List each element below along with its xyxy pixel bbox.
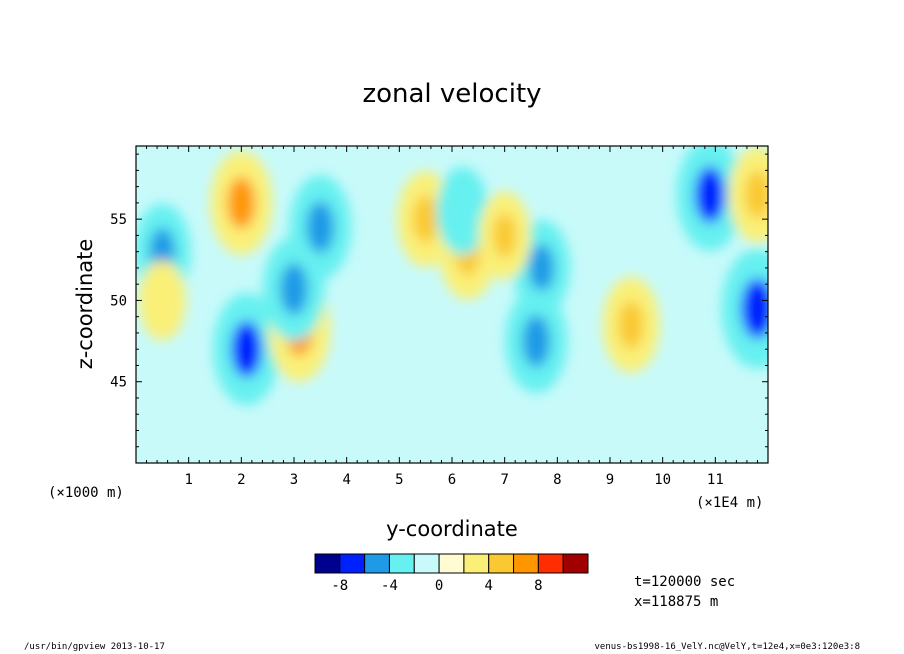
feature-core xyxy=(522,315,551,368)
colorbar-label: -8 xyxy=(331,578,348,594)
feature-core xyxy=(227,176,256,229)
x-tick-label: 4 xyxy=(342,472,350,488)
colorbar-swatch xyxy=(413,553,440,574)
x-axis-label: y-coordinate xyxy=(386,517,518,541)
feature-core xyxy=(694,166,726,223)
x-tick-label: 2 xyxy=(237,472,245,488)
x-tick-label: 1 xyxy=(184,472,192,488)
colorbar-swatch xyxy=(537,553,564,574)
footer-right: venus-bs1998-16_VelY.nc@VelY,t=12e4,x=0e… xyxy=(594,642,860,652)
x-tick-label: 5 xyxy=(395,472,403,488)
y-unit-note: (×1000 m) xyxy=(48,485,124,501)
feature-core xyxy=(741,278,768,339)
colorbar-swatch xyxy=(314,553,341,574)
feature-core xyxy=(306,201,335,254)
feature-core xyxy=(151,280,173,321)
x-tick-label: 6 xyxy=(448,472,456,488)
colorbar-swatch xyxy=(339,553,366,574)
x-unit-note: (×1E4 m) xyxy=(696,495,763,511)
heatmap-field xyxy=(136,146,768,463)
feature-core xyxy=(412,195,439,244)
feature-core xyxy=(450,189,475,234)
x-tick-label: 9 xyxy=(606,472,614,488)
feature-core xyxy=(280,263,308,316)
feature-core xyxy=(618,300,644,349)
y-axis: 45 50 55 xyxy=(110,153,768,464)
colorbar-swatch xyxy=(463,553,490,574)
colorbar-label: -4 xyxy=(381,578,398,594)
footer-left: /usr/bin/gpview 2013-10-17 xyxy=(24,642,165,652)
feature-core xyxy=(744,170,768,219)
feature-core xyxy=(492,213,517,258)
x-tick-label: 11 xyxy=(707,472,724,488)
colorbar-swatch xyxy=(438,553,465,574)
x-tick-label: 8 xyxy=(553,472,561,488)
y-tick-label: 50 xyxy=(110,293,127,309)
feature-core xyxy=(231,321,262,378)
colorbar-swatch xyxy=(364,553,390,574)
features-layer xyxy=(136,146,768,406)
position-info: x=118875 m xyxy=(634,594,719,610)
colorbar-label: 8 xyxy=(534,578,542,594)
chart-title: zonal velocity xyxy=(362,79,541,109)
x-axis: 1 2 3 4 5 6 7 8 9 10 11 xyxy=(135,146,769,488)
colorbar-swatch xyxy=(562,553,589,574)
colorbar-label: 0 xyxy=(435,578,443,594)
colorbar: -8 -4 0 4 8 xyxy=(314,553,589,594)
y-axis-label: z-coordinate xyxy=(73,239,97,370)
colorbar-swatch xyxy=(388,553,415,574)
x-tick-label: 10 xyxy=(654,472,671,488)
colorbar-label: 4 xyxy=(485,578,493,594)
y-tick-label: 45 xyxy=(110,375,127,391)
time-info: t=120000 sec xyxy=(634,574,736,590)
feature-core xyxy=(528,243,555,292)
colorbar-swatch xyxy=(488,553,515,574)
x-tick-label: 7 xyxy=(500,472,508,488)
colorbar-swatch xyxy=(513,553,539,574)
y-tick-label: 55 xyxy=(110,212,127,228)
x-tick-label: 3 xyxy=(290,472,298,488)
